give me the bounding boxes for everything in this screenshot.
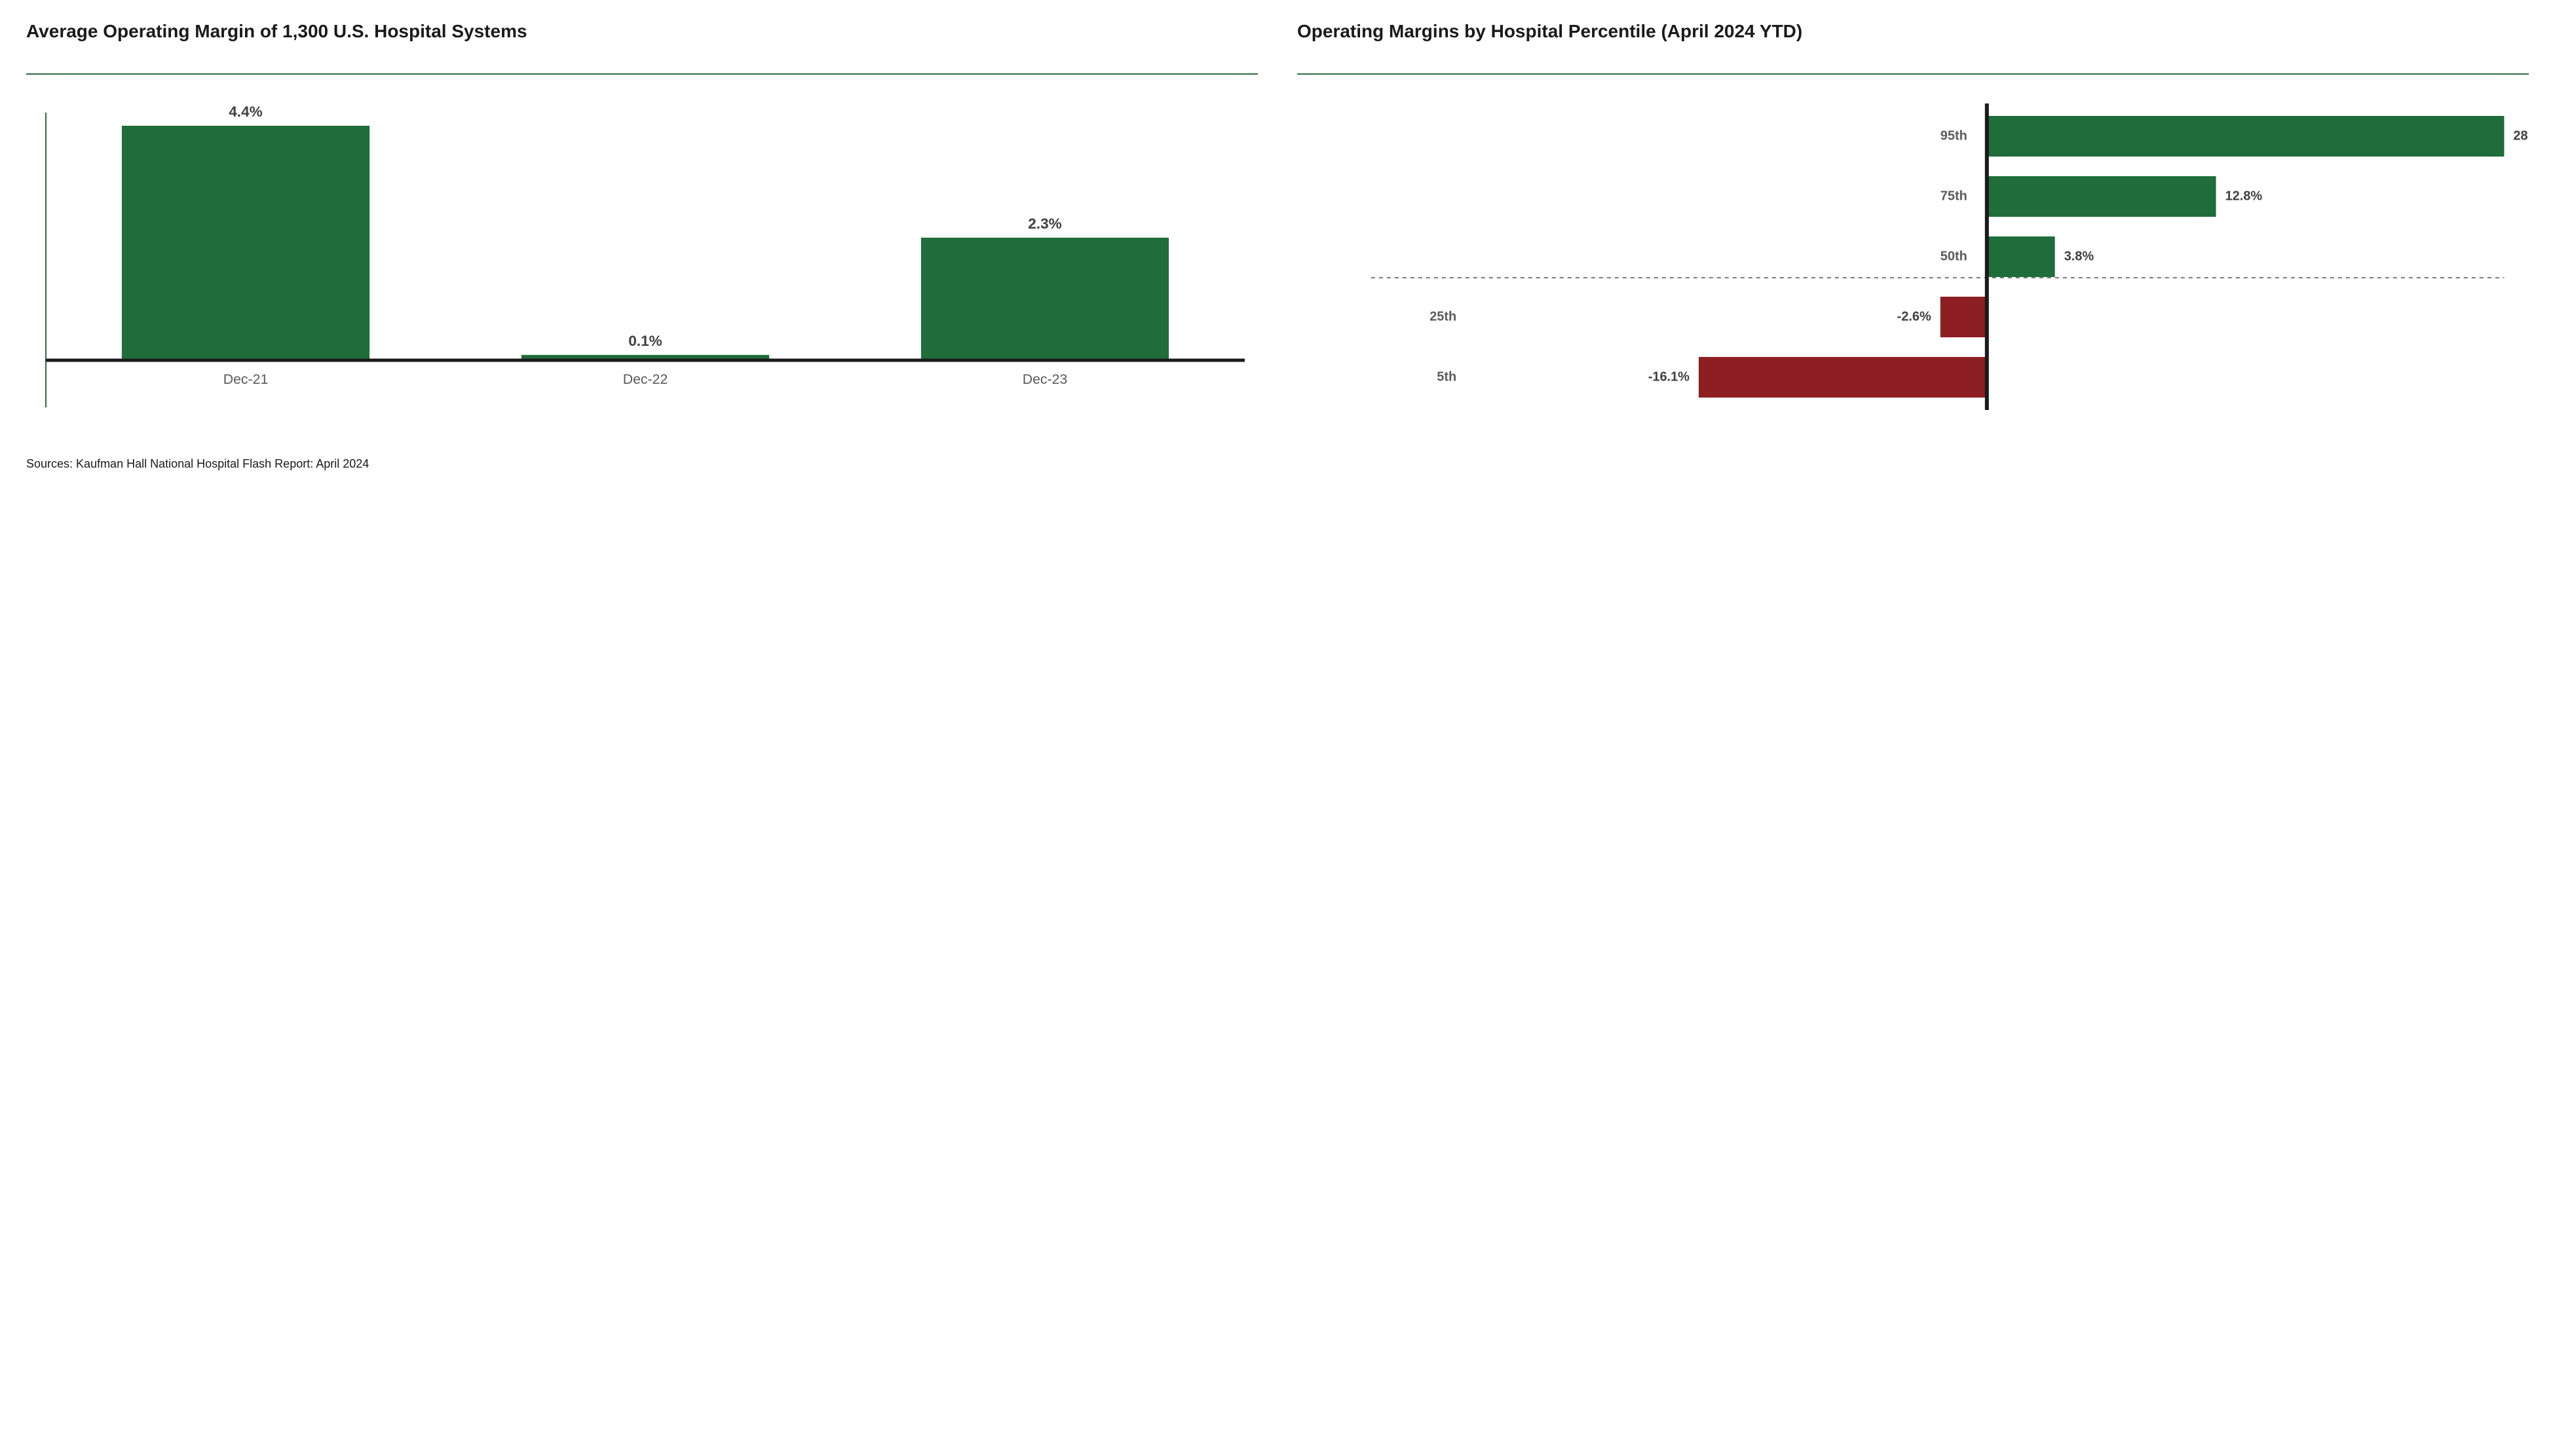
right-bar-chart: 28.9% 95th 12.8% 75th 3.8% 50th -2.6% 25th -16.1…	[1297, 93, 2529, 434]
right-panel: Operating Margins by Hospital Percentile…	[1297, 20, 2529, 434]
right-chart-bar	[1987, 176, 2216, 217]
left-chart-bar	[122, 126, 369, 360]
left-chart-category-label: Dec-21	[223, 371, 269, 387]
right-chart-title: Operating Margins by Hospital Percentile…	[1297, 20, 2529, 67]
right-title-rule	[1297, 73, 2529, 75]
left-chart-value-label: 4.4%	[229, 103, 263, 120]
left-chart-bar	[921, 238, 1169, 360]
right-chart-bar	[1987, 236, 2055, 277]
left-title-rule	[26, 73, 1258, 75]
right-chart-bar	[1987, 116, 2505, 157]
right-chart-bar	[1940, 297, 1987, 337]
left-panel: Average Operating Margin of 1,300 U.S. H…	[26, 20, 1258, 434]
right-chart-value-label: 28.9%	[2513, 128, 2529, 143]
right-chart-bar	[1699, 357, 1987, 398]
right-chart-value-label: -16.1%	[1648, 369, 1690, 384]
right-chart-category-label: 5th	[1437, 369, 1456, 384]
left-chart-category-label: Dec-22	[623, 371, 668, 387]
left-chart-value-label: 2.3%	[1028, 215, 1062, 232]
right-chart-category-label: 95th	[1940, 128, 1967, 143]
panels-row: Average Operating Margin of 1,300 U.S. H…	[26, 20, 2529, 434]
left-chart-value-label: 0.1%	[628, 333, 662, 349]
right-chart-value-label: 12.8%	[2225, 189, 2263, 203]
right-chart-value-label: 3.8%	[2064, 249, 2094, 263]
left-bar-chart: 4.4% Dec-21 0.1% Dec-22 2.3% Dec-23	[26, 93, 1258, 407]
sources-line: Sources: Kaufman Hall National Hospital …	[26, 457, 2529, 471]
page: Average Operating Margin of 1,300 U.S. H…	[0, 0, 2555, 484]
right-chart-category-label: 50th	[1940, 249, 1967, 263]
left-chart-title: Average Operating Margin of 1,300 U.S. H…	[26, 20, 1258, 67]
right-chart-value-label: -2.6%	[1897, 309, 1931, 324]
right-chart-category-label: 75th	[1940, 189, 1967, 203]
right-chart-category-label: 25th	[1429, 309, 1456, 324]
left-chart-category-label: Dec-23	[1023, 371, 1068, 387]
